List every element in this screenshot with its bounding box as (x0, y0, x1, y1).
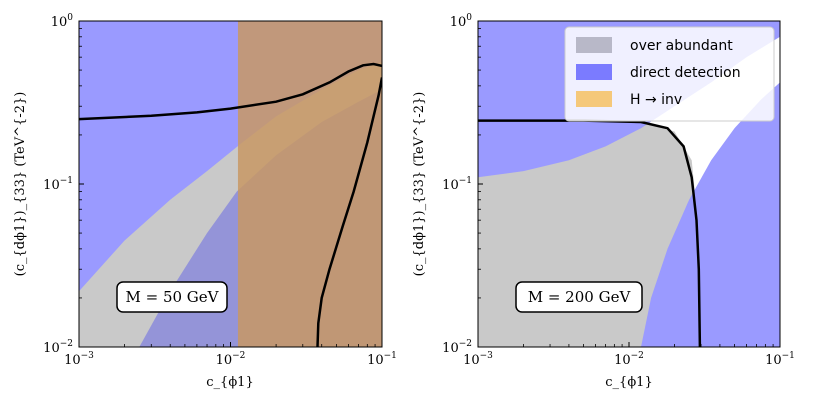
left-x-ticks: 10−3 10−2 10−1 (64, 342, 397, 368)
left-y-ticks: 10−2 10−1 100 (43, 13, 84, 356)
left-x-axis-label: c_{ϕ1} (206, 375, 253, 390)
right-x-ticks: 10−3 10−2 10−1 (463, 342, 795, 368)
right-x-tick-label: 10−1 (765, 351, 795, 368)
left-h-to-inv-region (237, 21, 382, 347)
right-y-tick-label: 100 (450, 13, 473, 30)
left-right-contour (316, 77, 382, 347)
right-annotation: M = 200 GeV (515, 281, 643, 313)
left-annotation: M = 50 GeV (116, 281, 228, 313)
legend-swatch-over-abundant (576, 37, 612, 53)
left-x-tick-label: 10−1 (367, 351, 397, 368)
left-x-tick-label: 10−3 (64, 351, 94, 368)
right-x-tick-label: 10−2 (614, 351, 644, 368)
legend-swatch-h-to-inv (576, 91, 612, 107)
left-annotation-box (116, 281, 228, 313)
left-y-axis-label: (c_{dϕ1})_{33} (TeV^{-2}) (13, 92, 28, 277)
right-x-tick-label: 10−3 (463, 351, 493, 368)
legend-label-over-abundant: over abundant (630, 38, 733, 54)
right-x-axis-label: c_{ϕ1} (605, 375, 652, 390)
legend-label-h-to-inv: H → inv (630, 92, 682, 108)
right-y-ticks: 10−2 10−1 100 (442, 13, 483, 356)
left-y-tick-label: 10−2 (43, 339, 73, 356)
left-y-tick-label: 10−1 (43, 176, 73, 193)
right-y-tick-label: 10−1 (442, 176, 472, 193)
right-annotation-box (515, 281, 643, 313)
left-y-tick-label: 100 (51, 13, 74, 30)
legend-swatch-direct-detection (576, 64, 612, 80)
left-annotation-text: M = 50 GeV (125, 288, 219, 306)
left-x-tick-label: 10−2 (216, 351, 246, 368)
legend: over abundant direct detection H → inv (564, 26, 775, 122)
legend-label-direct-detection: direct detection (630, 65, 741, 81)
right-annotation-text: M = 200 GeV (528, 288, 632, 306)
right-y-tick-label: 10−2 (442, 339, 472, 356)
right-direct-detection-lower-region (641, 82, 780, 347)
right-y-axis-label: (c_{dϕ1})_{33} (TeV^{-2}) (412, 92, 427, 277)
legend-box (564, 26, 775, 122)
left-upper-contour (79, 62, 382, 121)
